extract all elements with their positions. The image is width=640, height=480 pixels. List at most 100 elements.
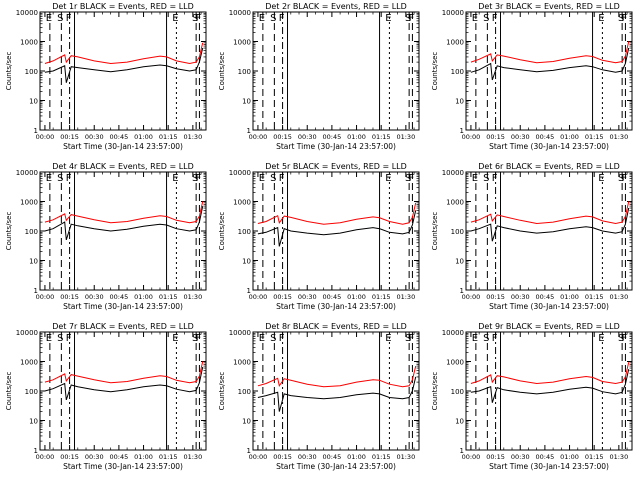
lld-series-line: [470, 201, 630, 225]
y-tick-label: 10000: [16, 329, 38, 337]
y-tick-label: 100: [238, 68, 251, 76]
x-tick-label: 00:30: [85, 453, 104, 461]
y-tick-label: 100: [25, 388, 38, 396]
y-axis-label: Counts/sec: [5, 52, 13, 91]
detector-panel-5: Det 5r BLACK = Events, RED = LLD 1 10 100 10…: [218, 162, 420, 311]
event-marker-label: S: [192, 173, 198, 184]
x-tick-label: 00:15: [60, 453, 79, 461]
y-tick-label: 10000: [229, 329, 251, 337]
event-marker-label: S: [57, 13, 63, 24]
plot-frame: [39, 171, 207, 291]
y-tick-label: 1000: [446, 199, 464, 207]
x-tick-label: 01:00: [134, 453, 153, 461]
plot-frame: [252, 331, 420, 451]
x-tick-label: 00:15: [273, 133, 292, 141]
y-tick-label: 10: [29, 418, 38, 426]
events-series-line: [257, 376, 417, 412]
event-marker-label: S: [483, 173, 489, 184]
x-tick-label: 00:00: [36, 133, 55, 141]
x-tick-label: 00:45: [323, 293, 342, 301]
x-tick-label: 01:15: [372, 293, 391, 301]
event-marker-label: F: [66, 173, 72, 184]
x-tick-label: 00:45: [536, 133, 555, 141]
panel-title: Det 2r BLACK = Events, RED = LLD: [265, 2, 407, 11]
panel-title: Det 3r BLACK = Events, RED = LLD: [478, 2, 620, 11]
event-marker-label: S: [618, 333, 624, 344]
x-tick-label: 01:00: [560, 453, 579, 461]
x-tick-label: 00:15: [486, 453, 505, 461]
y-axis-label: Counts/sec: [218, 212, 226, 251]
event-marker-label: F: [622, 13, 628, 24]
x-axis-label: Start Time (30-Jan-14 23:57:00): [276, 142, 396, 151]
panel-title: Det 7r BLACK = Events, RED = LLD: [52, 322, 194, 331]
x-tick-label: 00:45: [110, 133, 129, 141]
y-tick-label: 10: [455, 258, 464, 266]
event-marker-label: E: [172, 173, 178, 184]
panel-title: Det 6r BLACK = Events, RED = LLD: [478, 162, 620, 171]
events-series-line: [44, 205, 204, 241]
event-marker-label: F: [279, 173, 285, 184]
x-tick-label: 01:15: [585, 293, 604, 301]
y-tick-label: 10: [242, 98, 251, 106]
y-tick-label: 100: [238, 388, 251, 396]
x-tick-label: 00:00: [249, 133, 268, 141]
event-marker-label: E: [598, 173, 604, 184]
lld-series-line: [257, 202, 417, 225]
lld-series-line: [44, 201, 204, 224]
event-marker-label: E: [598, 13, 604, 24]
x-tick-label: 01:30: [183, 293, 202, 301]
event-marker-label: S: [405, 173, 411, 184]
y-tick-label: 1000: [20, 39, 38, 47]
y-tick-label: 1000: [446, 39, 464, 47]
events-series-line: [44, 366, 204, 401]
panel-title: Det 8r BLACK = Events, RED = LLD: [265, 322, 407, 331]
detector-panel-9: Det 9r BLACK = Events, RED = LLD 1 10 100 10…: [431, 322, 633, 471]
plot-frame: [39, 331, 207, 451]
detector-panel-1: Det 1r BLACK = Events, RED = LLD 1 10 100 10…: [5, 2, 207, 151]
event-marker-label: S: [270, 333, 276, 344]
x-axis-label: Start Time (30-Jan-14 23:57:00): [489, 142, 609, 151]
y-tick-label: 100: [451, 68, 464, 76]
panel-title: Det 4r BLACK = Events, RED = LLD: [52, 162, 194, 171]
y-tick-label: 1000: [233, 199, 251, 207]
x-tick-label: 00:15: [273, 453, 292, 461]
event-marker-label: S: [57, 173, 63, 184]
x-tick-label: 01:30: [396, 133, 415, 141]
lld-series-line: [470, 362, 630, 385]
y-tick-label: 10000: [442, 169, 464, 177]
x-axis-label: Start Time (30-Jan-14 23:57:00): [276, 302, 396, 311]
events-series-line: [470, 369, 630, 403]
event-marker-label: F: [492, 13, 498, 24]
y-axis-label: Counts/sec: [218, 52, 226, 91]
x-tick-label: 01:30: [396, 293, 415, 301]
y-axis-label: Counts/sec: [5, 372, 13, 411]
y-tick-label: 1: [247, 127, 251, 135]
event-marker-label: E: [46, 333, 52, 344]
event-marker-label: E: [259, 173, 265, 184]
x-tick-label: 01:15: [372, 453, 391, 461]
events-series-line: [470, 207, 630, 242]
event-marker-label: F: [622, 333, 628, 344]
y-tick-label: 100: [25, 68, 38, 76]
y-tick-label: 10000: [442, 329, 464, 337]
event-marker-label: E: [46, 173, 52, 184]
event-marker-label: S: [405, 13, 411, 24]
x-tick-label: 00:15: [486, 133, 505, 141]
x-tick-label: 00:15: [60, 133, 79, 141]
x-tick-label: 00:30: [511, 293, 530, 301]
event-marker-label: E: [472, 173, 478, 184]
events-series-line: [257, 210, 417, 247]
x-tick-label: 00:00: [462, 453, 481, 461]
y-tick-label: 1: [34, 127, 38, 135]
x-axis-label: Start Time (30-Jan-14 23:57:00): [489, 302, 609, 311]
x-tick-label: 00:00: [462, 293, 481, 301]
lld-series-line: [257, 365, 417, 388]
y-tick-label: 10: [242, 258, 251, 266]
y-tick-label: 100: [451, 228, 464, 236]
x-tick-label: 01:15: [585, 453, 604, 461]
event-marker-label: F: [279, 333, 285, 344]
x-tick-label: 01:15: [372, 133, 391, 141]
x-tick-label: 00:15: [60, 293, 79, 301]
y-tick-label: 10000: [229, 9, 251, 17]
